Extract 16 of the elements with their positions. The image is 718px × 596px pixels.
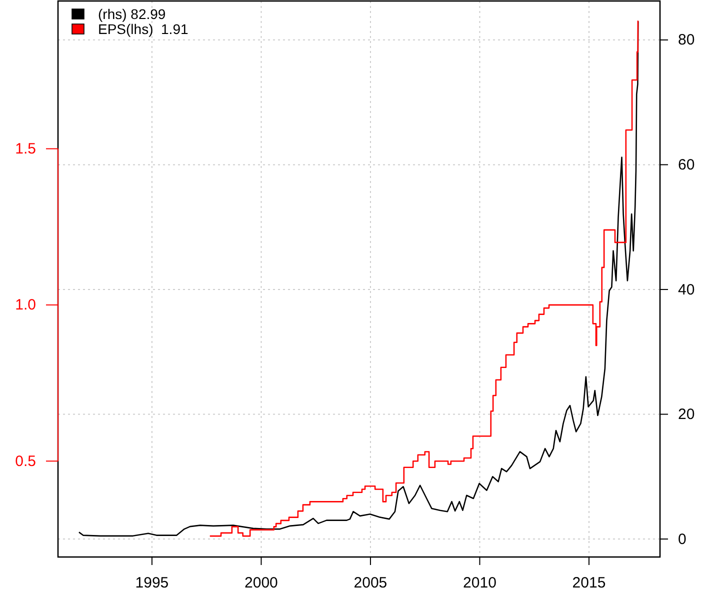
x-tick-label: 2010 [463,574,496,592]
legend-label: (rhs) 82.99 [98,6,166,22]
y-tick-label: 1.5 [15,140,36,158]
y2-tick-label: 0 [678,530,686,548]
y-tick-label: 0.5 [15,452,36,470]
y2-tick-label: 20 [678,406,695,424]
y2-tick-label: 60 [678,156,695,174]
y-tick-label: 1.0 [15,296,36,314]
y2-tick-label: 40 [678,281,695,298]
legend-label: EPS(lhs) 1.91 [98,21,188,37]
y2-tick-label: 80 [678,32,695,49]
x-tick-label: 1995 [135,574,169,592]
x-tick-label: 2000 [244,574,278,592]
x-tick-label: 2015 [572,574,606,592]
line-series [78,20,639,537]
x-tick-label: 2005 [354,574,388,592]
